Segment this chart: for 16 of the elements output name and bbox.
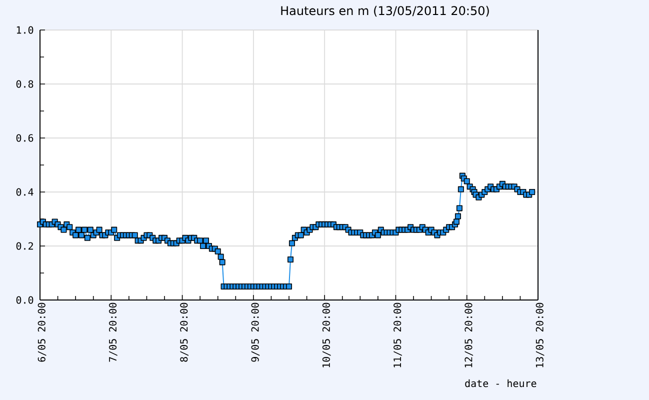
x-tick-label: 11/05 20:00 <box>394 302 402 368</box>
y-tick-label: 0.8 <box>16 80 34 88</box>
y-tick-label: 0.0 <box>16 296 34 304</box>
x-tick-label: 9/05 20:00 <box>251 302 260 362</box>
x-tick-label: 10/05 20:00 <box>322 302 331 368</box>
y-tick-label: 0.6 <box>16 134 34 142</box>
y-tick-label: 0.2 <box>16 242 33 250</box>
x-tick-label: 12/05 20:00 <box>464 302 474 368</box>
y-tick-label: 0.4 <box>16 188 34 196</box>
x-tick-label: 6/05 20:00 <box>38 302 46 362</box>
x-tick-label: 7/05 20:00 <box>108 302 118 362</box>
chart-title: Hauteurs en m (13/05/2011 20:50) <box>281 6 489 17</box>
y-tick-label: 1.0 <box>16 26 34 34</box>
x-tick-label: 13/05 20:00 <box>536 302 544 368</box>
x-tick-label: 8/05 20:00 <box>180 302 188 362</box>
x-axis-title: date - heure <box>465 379 536 388</box>
